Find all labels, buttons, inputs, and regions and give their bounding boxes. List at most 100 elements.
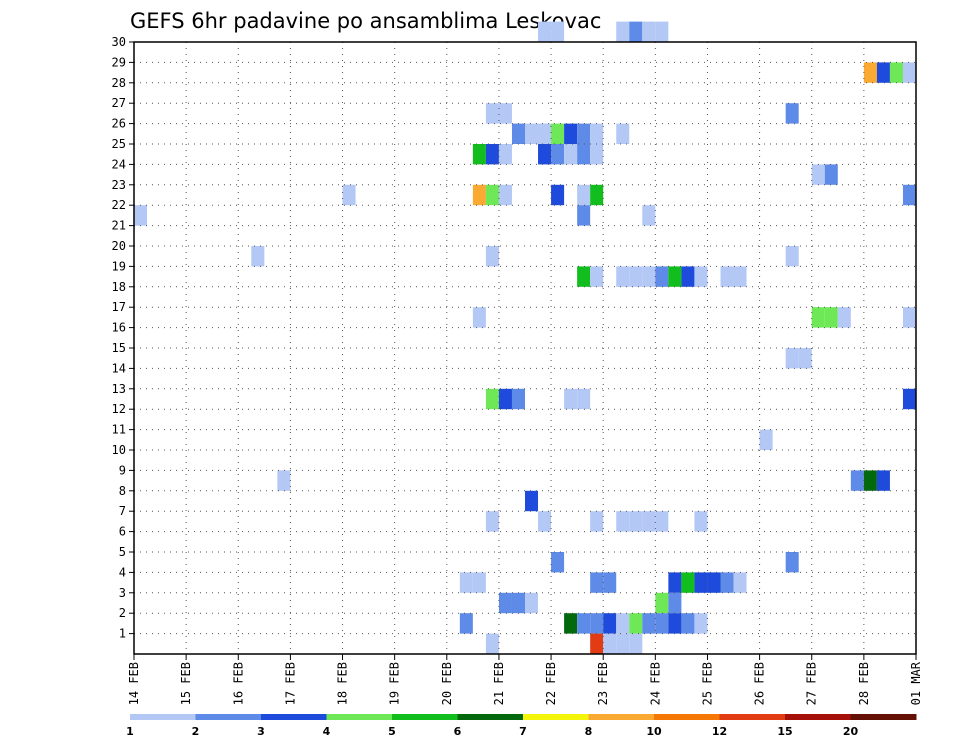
colorbar-label: 15: [777, 725, 792, 738]
y-tick-label: 6: [119, 525, 126, 539]
x-axis: 14 FEB 15 FEB 16 FEB 17 FEB 18 FEB 19 FEB 20 F…: [127, 654, 923, 705]
y-tick-label: 13: [112, 382, 126, 396]
heatmap-cell: [629, 613, 643, 634]
heatmap-cell: [798, 348, 812, 369]
heatmap-cell: [694, 572, 708, 593]
y-tick-label: 15: [112, 341, 126, 355]
x-tick-label: 23 FEB: [596, 662, 610, 705]
heatmap-cell: [485, 388, 499, 410]
heatmap-cell: [733, 266, 747, 287]
heatmap-cell: [551, 21, 565, 42]
heatmap-cell: [525, 123, 539, 144]
y-tick-label: 16: [112, 321, 126, 335]
heatmap-cell: [668, 613, 682, 634]
heatmap-cell: [564, 613, 578, 634]
heatmap-cell: [850, 470, 864, 491]
y-tick-label: 18: [112, 280, 126, 294]
heatmap-cell: [498, 388, 512, 410]
y-tick-label: 11: [112, 423, 126, 437]
heatmap-cell: [876, 62, 890, 83]
heatmap-cell: [629, 266, 643, 287]
heatmap-cell: [902, 388, 916, 410]
heatmap-cell: [603, 633, 617, 654]
x-tick-label: 25 FEB: [700, 662, 714, 705]
x-tick-label: 15 FEB: [179, 662, 193, 705]
heatmap-cell: [785, 348, 799, 369]
x-tick-label: 01 MAR: [909, 661, 923, 705]
heatmap-cell: [590, 266, 604, 287]
heatmap-cell: [485, 511, 499, 532]
heatmap-cell: [681, 613, 695, 634]
colorbar-label: 4: [323, 725, 331, 738]
heatmap-cell: [655, 21, 669, 42]
heatmap-cell: [720, 266, 734, 287]
heatmap-cell: [681, 572, 695, 593]
heatmap-cell: [577, 613, 591, 634]
heatmap-cell: [485, 184, 499, 206]
heatmap-cell: [902, 62, 916, 83]
y-tick-label: 14: [112, 361, 126, 375]
heatmap-cell: [577, 266, 591, 287]
heatmap-cell: [485, 144, 499, 165]
colorbar-swatch: [195, 714, 262, 720]
heatmap-cell: [824, 164, 838, 185]
y-tick-label: 20: [112, 239, 126, 253]
heatmap-cell: [577, 123, 591, 144]
colorbar-label: 10: [646, 725, 662, 738]
heatmap-cell: [889, 62, 903, 83]
heatmap-cell: [863, 470, 877, 491]
y-tick-label: 9: [119, 463, 126, 477]
y-tick-label: 10: [112, 443, 126, 457]
colorbar-label: 7: [519, 725, 527, 738]
heatmap-cell: [485, 633, 499, 654]
heatmap-cell: [837, 307, 851, 328]
heatmap-cell: [538, 511, 552, 532]
y-tick-label: 4: [119, 565, 126, 579]
heatmap-cell: [707, 572, 721, 593]
colorbar-label: 2: [192, 725, 200, 738]
colorbar-label: 1: [126, 725, 134, 738]
heatmap-cell: [629, 633, 643, 654]
heatmap-cell: [642, 511, 656, 532]
heatmap-cell: [472, 184, 486, 206]
heatmap-cell: [577, 205, 591, 226]
y-tick-label: 22: [112, 198, 126, 212]
colorbar-swatch: [588, 714, 655, 720]
heatmap-cell: [655, 613, 669, 634]
heatmap-cell: [629, 511, 643, 532]
heatmap-cell: [668, 592, 682, 614]
heatmap-cell: [564, 123, 578, 144]
heatmap-cell: [590, 144, 604, 165]
grid-layer: [134, 42, 916, 654]
heatmap-cell: [577, 184, 591, 206]
heatmap-cell: [511, 123, 525, 144]
y-axis: 1234567891011121314151617181920212223242…: [112, 35, 134, 641]
heatmap-cell: [577, 144, 591, 165]
heatmap-cell: [538, 123, 552, 144]
heatmap-cell: [720, 572, 734, 593]
y-tick-label: 26: [112, 117, 126, 131]
y-tick-label: 24: [112, 157, 126, 171]
heatmap-cell: [616, 511, 630, 532]
heatmap-cell: [694, 266, 708, 287]
y-tick-label: 3: [119, 586, 126, 600]
heatmap-cell: [564, 144, 578, 165]
heatmap-cell: [472, 307, 486, 328]
heatmap-cell: [655, 266, 669, 287]
heatmap-cell: [134, 205, 148, 226]
heatmap-cell: [525, 490, 539, 512]
heatmap-cell: [655, 592, 669, 614]
heatmap-cell: [733, 572, 747, 593]
colorbar-label: 5: [388, 725, 396, 738]
y-tick-label: 23: [112, 178, 126, 192]
heatmap-cell: [616, 266, 630, 287]
y-tick-label: 1: [119, 627, 126, 641]
colorbar-swatch: [392, 714, 458, 720]
y-tick-label: 29: [112, 55, 126, 69]
x-tick-label: 27 FEB: [805, 662, 819, 705]
heatmap-cell: [629, 21, 643, 42]
x-tick-label: 19 FEB: [388, 662, 402, 705]
y-tick-label: 19: [112, 259, 126, 273]
heatmap-cell: [902, 184, 916, 206]
heatmap-cell: [551, 144, 565, 165]
